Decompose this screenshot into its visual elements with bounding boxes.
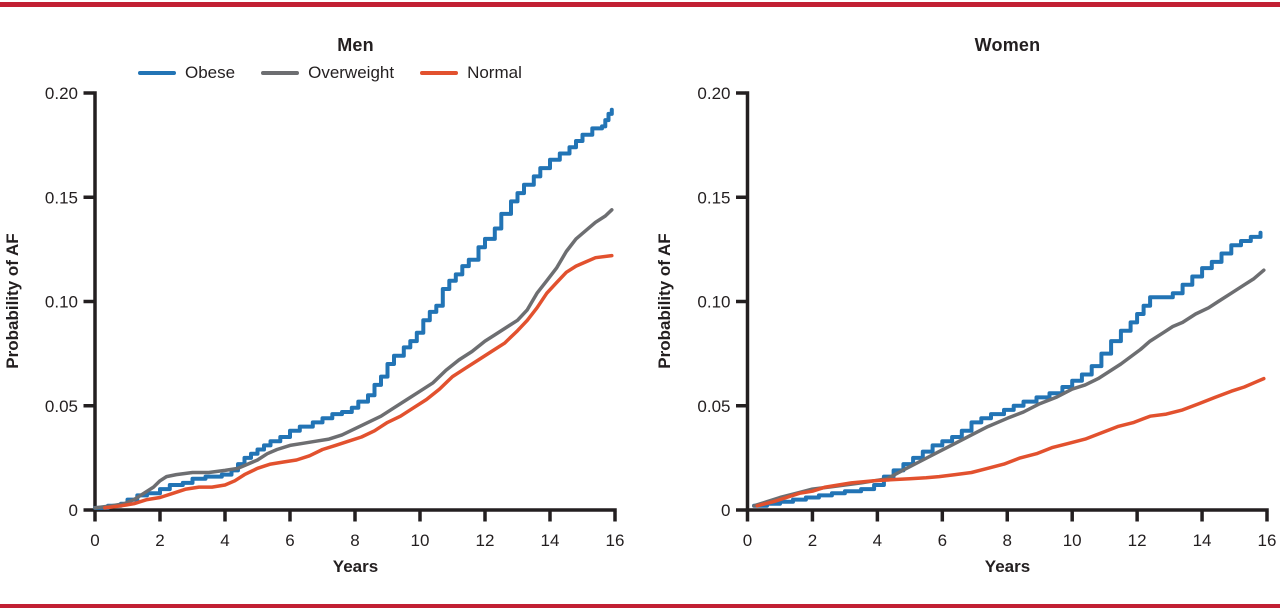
legend-label-normal: Normal [467, 63, 522, 82]
y-tick-label: 0.20 [45, 84, 78, 103]
series-overweight-men [93, 208, 614, 510]
y-tick-label: 0.05 [45, 397, 78, 416]
x-tick-label: 6 [285, 531, 294, 550]
x-tick-label: 0 [743, 531, 752, 550]
x-tick-label: 0 [90, 531, 99, 550]
top-border-rule [0, 2, 1280, 7]
bottom-border-rule [0, 604, 1280, 608]
legend-label-overweight: Overweight [308, 63, 395, 82]
y-tick-label: 0.20 [697, 84, 730, 103]
x-tick-label: 4 [873, 531, 882, 550]
x-tick-label: 8 [350, 531, 359, 550]
x-tick-label: 4 [220, 531, 229, 550]
y-tick-label: 0.05 [697, 397, 730, 416]
y-tick-label: 0 [721, 501, 730, 520]
legend-label-obese: Obese [185, 63, 236, 82]
x-tick-label: 14 [541, 531, 560, 550]
x-tick-label: 10 [1063, 531, 1082, 550]
series-normal-women [755, 376, 1266, 508]
series-overweight-women [752, 268, 1266, 508]
x-tick-label: 10 [411, 531, 430, 550]
y-tick-label: 0.15 [45, 188, 78, 207]
series-normal-men [103, 253, 614, 510]
x-tick-label: 2 [808, 531, 817, 550]
x-axis-label-men: Years [332, 557, 379, 576]
y-tick-label: 0.10 [697, 293, 730, 312]
legend-item-overweight: Overweight [261, 63, 394, 83]
legend-item-normal: Normal [420, 63, 522, 83]
x-tick-label: 12 [1128, 531, 1147, 550]
axis [745, 91, 1269, 512]
chart-title-men: Men [337, 35, 374, 55]
y-tick-label: 0.10 [45, 293, 78, 312]
men-chart-canvas: 0 0.05 0.10 0.15 0.20 0 2 4 6 8 10 12 14 16 [45, 84, 625, 550]
x-tick-label: 6 [938, 531, 947, 550]
y-tick-label: 0 [69, 501, 78, 520]
legend: Obese Overweight Normal [138, 62, 522, 84]
women-chart-canvas: 0 0.05 0.10 0.15 0.20 0 2 4 6 8 10 12 14 16 [697, 84, 1277, 550]
overweight-line-swatch [261, 71, 300, 75]
y-tick-label: 0.15 [697, 188, 730, 207]
legend-item-obese: Obese [138, 63, 235, 83]
x-tick-label: 16 [1258, 531, 1277, 550]
axis [93, 91, 617, 512]
series-obese-women [752, 230, 1263, 508]
series-obese-men [93, 107, 614, 510]
x-axis-label-women: Years [984, 557, 1031, 576]
x-tick-label: 14 [1193, 531, 1212, 550]
x-tick-label: 12 [476, 531, 495, 550]
obese-line-swatch [138, 71, 176, 75]
x-tick-label: 8 [1003, 531, 1012, 550]
chart-title-women: Women [974, 35, 1041, 55]
normal-line-swatch [420, 71, 459, 75]
x-tick-label: 2 [155, 531, 164, 550]
x-tick-label: 16 [606, 531, 625, 550]
